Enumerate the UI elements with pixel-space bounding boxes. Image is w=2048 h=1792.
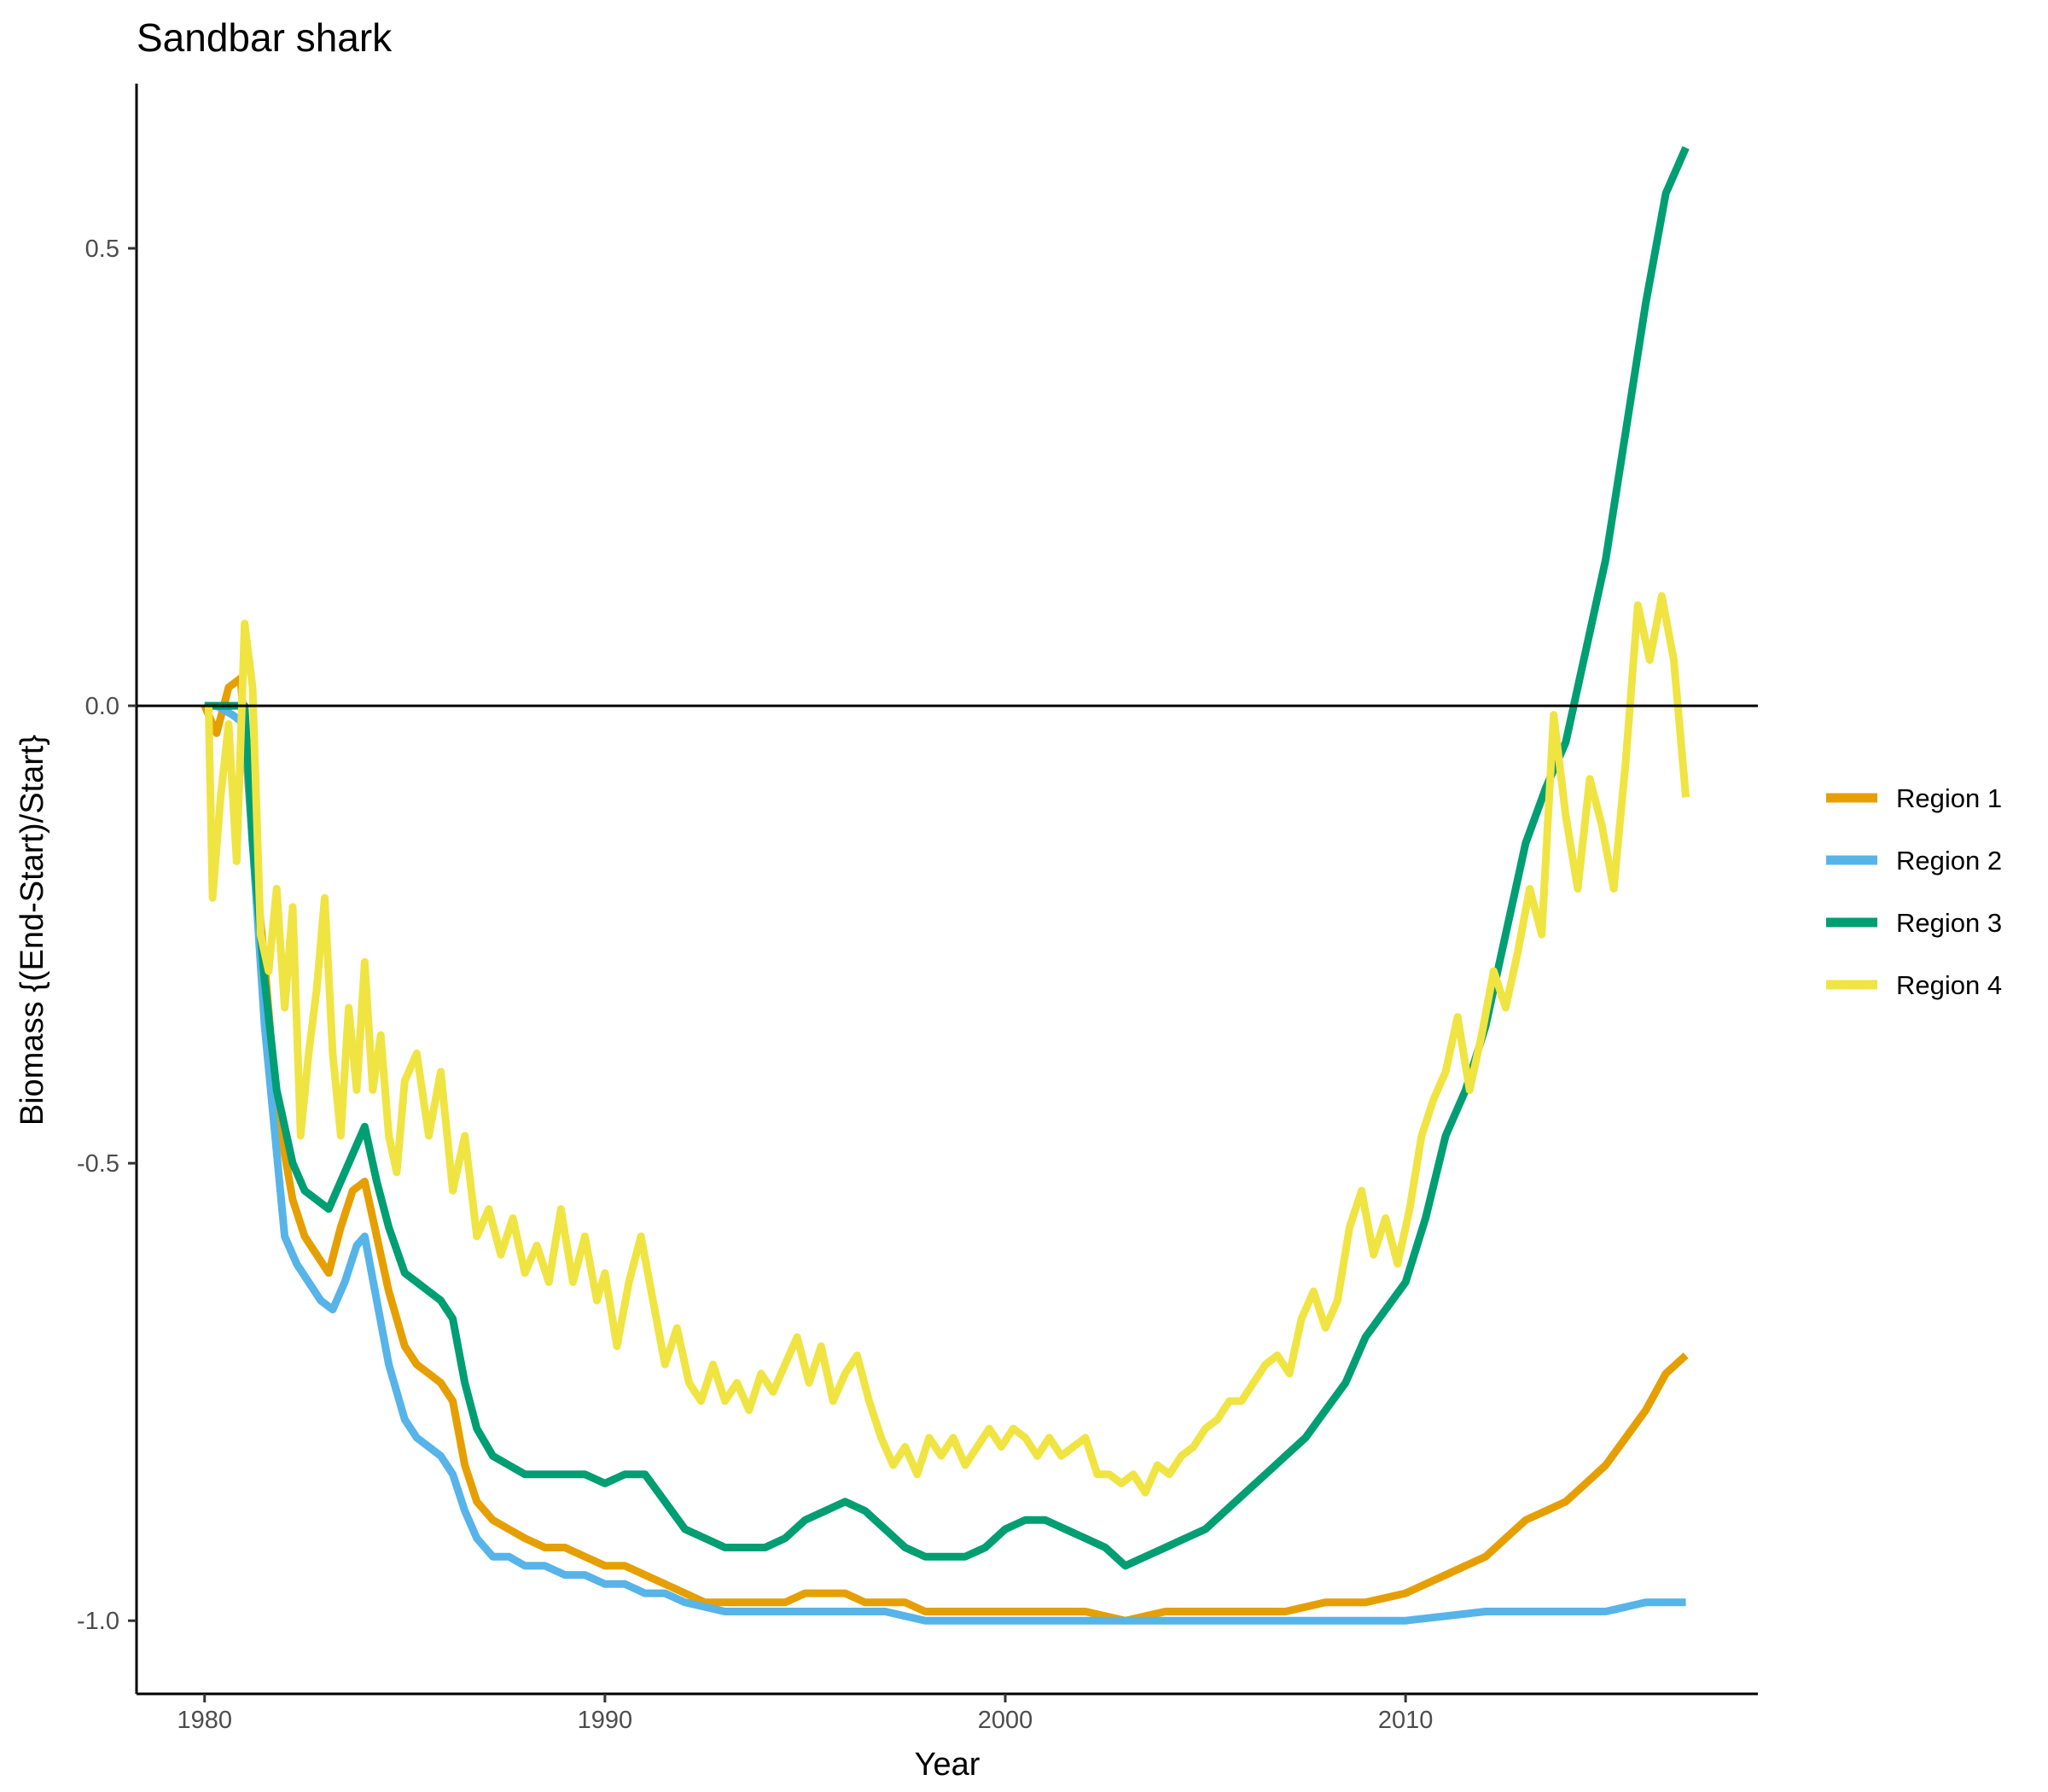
x-tick-label: 1980 <box>177 1707 232 1734</box>
x-tick-label: 1990 <box>578 1707 633 1734</box>
series-lines <box>201 146 1690 1625</box>
series-line-region-1 <box>201 674 1689 1625</box>
series-line-region-2 <box>204 701 1686 1625</box>
x-tick-label: 2000 <box>978 1707 1033 1734</box>
y-tick-label: -0.5 <box>77 1150 119 1178</box>
x-tick-label: 2010 <box>1378 1707 1434 1734</box>
y-axis-title: Biomass {(End-Start)/Start} <box>15 735 50 1126</box>
series-line-region-3 <box>204 146 1690 1570</box>
legend-label-region-1: Region 1 <box>1896 783 2002 813</box>
y-tick-label: -1.0 <box>77 1608 119 1635</box>
legend: Region 1 Region 2 Region 3 Region 4 <box>1826 783 2002 1000</box>
x-axis-ticks: 1980 1990 2000 2010 <box>177 1694 1433 1734</box>
y-axis-ticks: -1.0 -0.5 0.0 0.5 <box>77 236 137 1635</box>
legend-label-region-2: Region 2 <box>1896 846 2002 876</box>
y-tick-label: 0.0 <box>85 693 119 720</box>
legend-label-region-3: Region 3 <box>1896 908 2002 938</box>
y-tick-label: 0.5 <box>85 236 119 263</box>
legend-label-region-4: Region 4 <box>1896 970 2002 1000</box>
series-line-region-4 <box>204 591 1690 1497</box>
x-axis-title: Year <box>915 1747 980 1783</box>
plot-area <box>137 146 1758 1625</box>
chart-title: Sandbar shark <box>137 15 393 60</box>
